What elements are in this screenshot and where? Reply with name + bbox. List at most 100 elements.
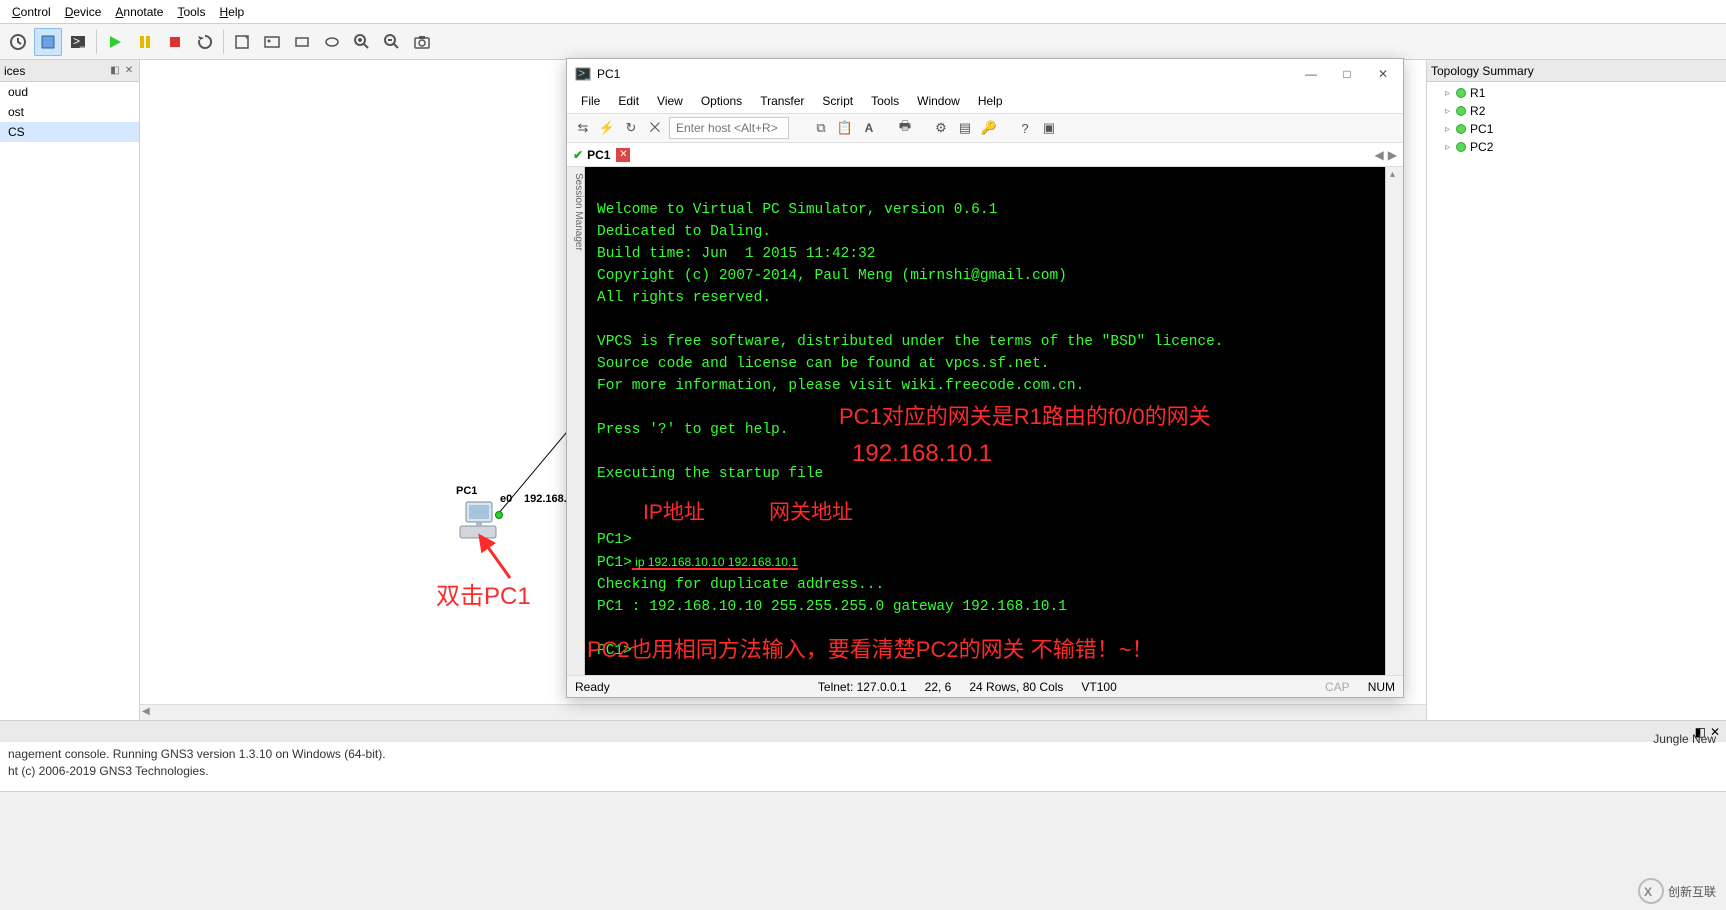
if-label: e0	[500, 493, 512, 505]
term-menu-options[interactable]: Options	[693, 92, 750, 110]
svg-text:>_: >_	[73, 34, 87, 48]
tb-paste-icon[interactable]: 📋	[835, 118, 855, 138]
tb-session-icon[interactable]: ▤	[955, 118, 975, 138]
status-pos: 22, 6	[925, 680, 952, 694]
canvas-scrollbar[interactable]	[140, 704, 1426, 720]
brand-text: 创新互联	[1668, 883, 1716, 900]
window-`window-close-icon[interactable]: ✕	[1371, 67, 1395, 81]
menu-tools[interactable]: Tools	[171, 3, 211, 21]
topology-item[interactable]: PC1	[1427, 120, 1726, 138]
tool-snapshot-icon[interactable]	[408, 28, 436, 56]
host-input[interactable]	[669, 117, 789, 139]
terminal-body: Session Manager Welcome to Virtual PC Si…	[567, 167, 1403, 675]
tb-print-icon[interactable]: 🖶	[895, 118, 915, 138]
console-line: nagement console. Running GNS3 version 1…	[8, 746, 1718, 763]
topology-item[interactable]: R1	[1427, 84, 1726, 102]
tab-prev-icon[interactable]: ◀	[1375, 148, 1384, 162]
panel-close-icon[interactable]: ✕	[123, 65, 135, 77]
status-num: NUM	[1368, 680, 1395, 694]
term-menu-window[interactable]: Window	[909, 92, 968, 110]
menu-help[interactable]: Help	[213, 3, 250, 21]
devices-panel-title: ices	[4, 64, 25, 78]
tool-note-icon[interactable]	[228, 28, 256, 56]
term-menu-tools[interactable]: Tools	[863, 92, 907, 110]
node-label-pc1: PC1	[456, 485, 477, 497]
tool-terminal-icon[interactable]: >_	[64, 28, 92, 56]
tool-stop-icon[interactable]	[161, 28, 189, 56]
app-toolbar: >_	[0, 24, 1726, 60]
devices-panel-header: ices ◧✕	[0, 60, 139, 82]
svg-text:>_: >_	[578, 66, 591, 80]
terminal-statusbar: Ready Telnet: 127.0.0.1 22, 6 24 Rows, 8…	[567, 675, 1403, 697]
terminal-tabbar: ✔ PC1 ✕ ◀ ▶	[567, 143, 1403, 167]
tb-settings-icon[interactable]: ⚙	[931, 118, 951, 138]
topology-panel: Topology Summary R1 R2 PC1 PC2	[1426, 60, 1726, 720]
watermark: X 创新互联	[1638, 878, 1716, 904]
svg-text:X: X	[1644, 885, 1652, 899]
tb-help-icon[interactable]: ?	[1015, 118, 1035, 138]
brand-logo-icon: X	[1638, 878, 1664, 904]
tab-connected-icon: ✔	[573, 148, 583, 162]
term-menu-help[interactable]: Help	[970, 92, 1011, 110]
tool-reload-icon[interactable]	[191, 28, 219, 56]
window-maximize-icon[interactable]: □	[1335, 67, 1359, 81]
status-led-icon	[1456, 124, 1466, 134]
topology-item-label: R1	[1470, 86, 1485, 100]
tool-rect-icon[interactable]	[288, 28, 316, 56]
terminal-output[interactable]: Welcome to Virtual PC Simulator, version…	[585, 167, 1385, 675]
topology-item-label: PC2	[1470, 140, 1493, 154]
tool-clock-icon[interactable]	[4, 28, 32, 56]
terminal-title: PC1	[597, 67, 620, 81]
annotation-arrow-icon	[470, 530, 530, 582]
menu-device[interactable]: Device	[59, 3, 108, 21]
terminal-scrollbar[interactable]	[1385, 167, 1403, 675]
menu-control[interactable]: Control	[6, 3, 57, 21]
session-manager-tab[interactable]: Session Manager	[567, 167, 585, 675]
tb-new-icon[interactable]: ▣	[1039, 118, 1059, 138]
terminal-window: >_ PC1 — □ ✕ File Edit View Options Tran…	[566, 58, 1404, 698]
tab-next-icon[interactable]: ▶	[1388, 148, 1397, 162]
device-item[interactable]: ost	[0, 102, 139, 122]
menu-annotate[interactable]: Annotate	[109, 3, 169, 21]
term-menu-script[interactable]: Script	[814, 92, 861, 110]
panel-float-icon[interactable]: ◧	[109, 65, 121, 77]
status-telnet: Telnet: 127.0.0.1	[818, 680, 907, 694]
tool-zoomin-icon[interactable]	[348, 28, 376, 56]
status-cap: CAP	[1325, 680, 1350, 694]
devices-panel: ices ◧✕ oud ost CS	[0, 60, 140, 720]
tb-copy-icon[interactable]: ⧉	[811, 118, 831, 138]
status-led-icon	[1456, 142, 1466, 152]
status-led-icon	[1456, 88, 1466, 98]
tool-image-icon[interactable]	[258, 28, 286, 56]
tb-find-icon[interactable]: A	[859, 118, 879, 138]
topology-panel-title: Topology Summary	[1431, 64, 1534, 78]
status-term: VT100	[1081, 680, 1116, 694]
terminal-tab[interactable]: PC1	[587, 148, 610, 162]
term-menu-transfer[interactable]: Transfer	[752, 92, 812, 110]
tool-zoomout-icon[interactable]	[378, 28, 406, 56]
tool-pause-icon[interactable]	[131, 28, 159, 56]
term-menu-edit[interactable]: Edit	[610, 92, 647, 110]
topology-item[interactable]: PC2	[1427, 138, 1726, 156]
tb-key-icon[interactable]: 🔑	[979, 118, 999, 138]
device-item[interactable]: CS	[0, 122, 139, 142]
window-minimize-icon[interactable]: —	[1299, 67, 1323, 81]
tool-ellipse-icon[interactable]	[318, 28, 346, 56]
tab-close-icon[interactable]: ✕	[616, 148, 630, 162]
tb-reconnect-icon[interactable]: ↻	[621, 118, 641, 138]
device-item[interactable]: oud	[0, 82, 139, 102]
tool-play-icon[interactable]	[101, 28, 129, 56]
devices-list: oud ost CS	[0, 82, 139, 142]
terminal-app-icon: >_	[575, 66, 591, 82]
topology-item[interactable]: R2	[1427, 102, 1726, 120]
tb-connect-icon[interactable]: ⇆	[573, 118, 593, 138]
tool-select-icon[interactable]	[34, 28, 62, 56]
terminal-toolbar: ⇆ ⚡ ↻ ⨉ ⧉ 📋 A 🖶 ⚙ ▤ 🔑 ? ▣	[567, 113, 1403, 143]
tb-disconnect-icon[interactable]: ⨉	[645, 118, 665, 138]
tb-quick-icon[interactable]: ⚡	[597, 118, 617, 138]
term-menu-file[interactable]: File	[573, 92, 608, 110]
terminal-menubar: File Edit View Options Transfer Script T…	[567, 89, 1403, 113]
term-menu-view[interactable]: View	[649, 92, 691, 110]
status-led-icon	[1456, 106, 1466, 116]
terminal-titlebar[interactable]: >_ PC1 — □ ✕	[567, 59, 1403, 89]
